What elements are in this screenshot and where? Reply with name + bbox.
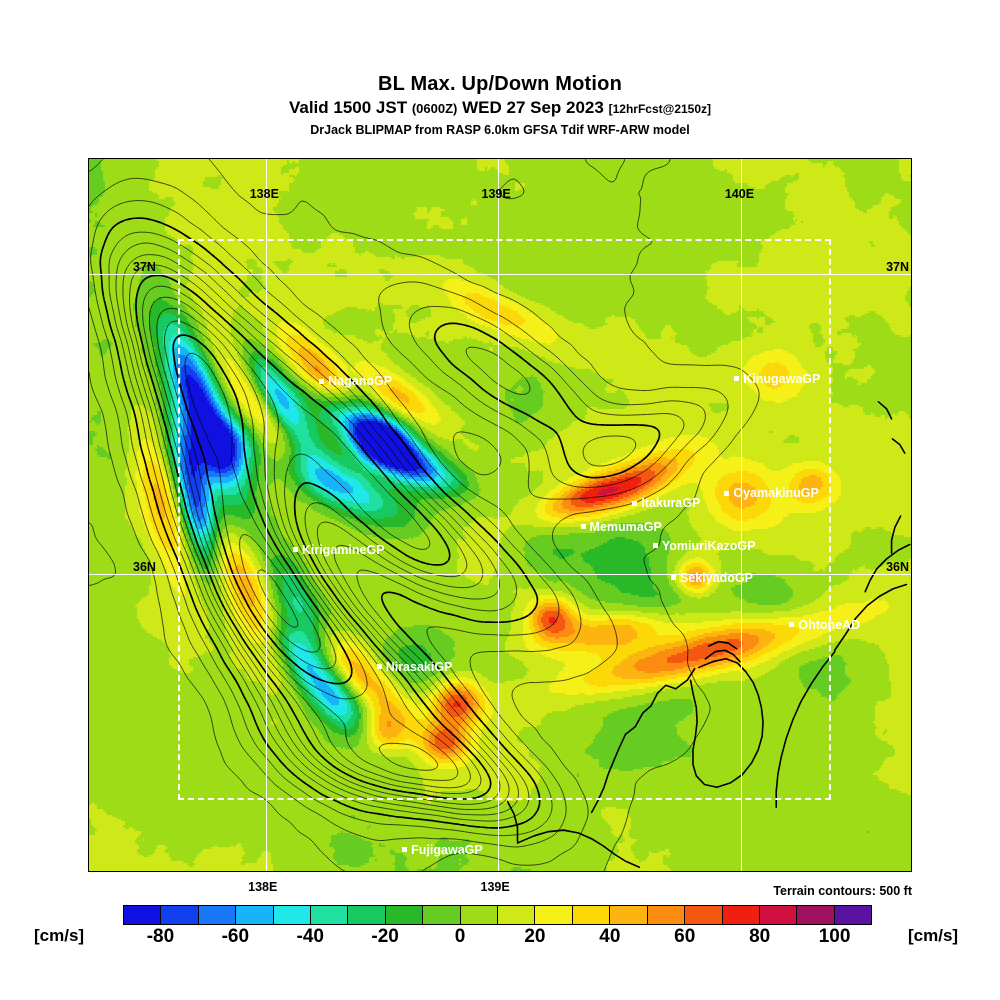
colorbar-cell (572, 906, 611, 924)
terrain-contour-note: Terrain contours: 500 ft (773, 884, 912, 898)
station-marker[interactable]: OhtoneAD (789, 616, 860, 634)
station-marker[interactable]: ItakuraGP (632, 494, 700, 512)
colorbar-cell (161, 906, 199, 924)
colorbar-cell (423, 906, 461, 924)
station-marker[interactable]: MemumaGP (580, 518, 662, 536)
station-dot-icon (652, 543, 658, 549)
colorbar-cell (535, 906, 573, 924)
station-dot-icon (402, 847, 408, 853)
longitude-label-top: 140E (724, 187, 755, 201)
station-label: FujigawaGP (411, 842, 483, 857)
station-dot-icon (670, 575, 676, 581)
longitude-gridline (265, 159, 267, 871)
station-dot-icon (292, 547, 298, 553)
colorbar-cell (498, 906, 536, 924)
station-marker[interactable]: SekiyadoGP (670, 569, 753, 587)
station-label: SekiyadoGP (679, 570, 753, 585)
colorbar-swatches (123, 905, 872, 925)
page-title: BL Max. Up/Down Motion (377, 73, 622, 95)
colorbar-cell (311, 906, 349, 924)
station-marker[interactable]: NaganoGP (319, 373, 392, 391)
title-block: BL Max. Up/Down Motion Valid 1500 JST (0… (0, 72, 1000, 139)
colorbar-unit-left: [cm/s] (34, 926, 85, 945)
station-marker[interactable]: NirasakiGP (376, 658, 453, 676)
station-dot-icon (734, 376, 740, 382)
station-marker[interactable]: FujigawaGP (402, 841, 483, 859)
colorbar-cell (385, 906, 424, 924)
colorbar-tick-label: 20 (524, 926, 546, 947)
colorbar-tick-label: -80 (146, 926, 175, 947)
colorbar-cell (834, 906, 872, 924)
colorbar-unit-right: [cm/s] (908, 926, 959, 945)
colorbar-cell (759, 906, 798, 924)
forecast-tag: [12hrFcst@2150z] (608, 102, 712, 116)
vertical-motion-field (89, 159, 911, 871)
station-label: OhtoneAD (798, 617, 861, 632)
colorbar-cell (198, 906, 237, 924)
forecast-domain-box (177, 239, 832, 800)
colorbar-cell (722, 906, 760, 924)
longitude-label-top: 139E (481, 187, 511, 201)
colorbar-cell (273, 906, 312, 924)
colorbar-tick-label: 40 (599, 926, 621, 947)
station-label: YomiuriKazoGP (661, 538, 756, 553)
station-marker[interactable]: OyamakinuGP (724, 485, 819, 503)
station-label: MemumaGP (589, 519, 662, 534)
valid-prefix: Valid 1500 JST (288, 98, 408, 117)
station-marker[interactable]: KirigamineGP (292, 541, 385, 559)
colorbar-tick-label: -20 (371, 926, 399, 947)
station-dot-icon (580, 524, 586, 530)
colorbar-cell (647, 906, 686, 924)
longitude-label-bottom: 139E (480, 880, 510, 894)
colorbar-tick-label: 60 (674, 926, 696, 947)
colorbar-legend: [cm/s] -80 -60 -40 -20 0 20 40 60 80 100 [cm/s] (0, 902, 1000, 962)
station-label: OyamakinuGP (733, 486, 819, 501)
station-label: NirasakiGP (385, 659, 453, 674)
valid-line: Valid 1500 JST (0600Z) WED 27 Sep 2023 [… (0, 97, 1000, 120)
station-label: KinugawaGP (743, 371, 821, 386)
colorbar-cell (124, 906, 162, 924)
map-overlay: 138E 139E 140E 37N 36N 37N 36N NaganoGP Kirigami… (89, 159, 911, 871)
latitude-gridline (89, 273, 911, 275)
map-panel[interactable]: 138E 139E 140E 37N 36N 37N 36N NaganoGP Kirigami… (88, 158, 912, 872)
colorbar-cell (685, 906, 723, 924)
longitude-label-top: 138E (249, 187, 279, 201)
station-marker[interactable]: YomiuriKazoGP (652, 537, 756, 555)
colorbar-tick-label: 100 (818, 926, 851, 947)
colorbar-tick-label: -60 (221, 926, 250, 947)
latitude-label-right: 37N (886, 259, 909, 274)
colorbar-cell (797, 906, 835, 924)
station-dot-icon (724, 490, 730, 496)
valid-utc: (0600Z) (411, 101, 458, 116)
latitude-label-left: 37N (133, 259, 156, 274)
longitude-gridline (497, 159, 499, 871)
latitude-label-right: 36N (886, 560, 909, 575)
station-dot-icon (632, 500, 638, 506)
colorbar-tick-label: 80 (749, 926, 771, 947)
station-label: KirigamineGP (301, 542, 385, 557)
colorbar-cell (236, 906, 274, 924)
latitude-label-left: 36N (133, 560, 156, 575)
station-dot-icon (376, 664, 382, 670)
station-marker[interactable]: KinugawaGP (734, 370, 820, 388)
station-label: NaganoGP (328, 374, 393, 389)
colorbar-cell (460, 906, 499, 924)
station-dot-icon (319, 378, 325, 384)
colorbar-tick-label: 0 (454, 926, 466, 947)
station-label: ItakuraGP (641, 496, 701, 511)
source-line: DrJack BLIPMAP from RASP 6.0km GFSA Tdif… (310, 123, 690, 137)
colorbar-cell (348, 906, 386, 924)
station-dot-icon (789, 622, 795, 628)
longitude-gridline (740, 159, 742, 871)
valid-date: WED 27 Sep 2023 (462, 98, 604, 117)
longitude-label-bottom: 138E (248, 880, 278, 894)
colorbar-ticks: -80 -60 -40 -20 0 20 40 60 80 100 (123, 926, 872, 950)
latitude-gridline (89, 574, 911, 576)
colorbar-cell (610, 906, 648, 924)
colorbar-tick-label: -40 (296, 926, 324, 947)
